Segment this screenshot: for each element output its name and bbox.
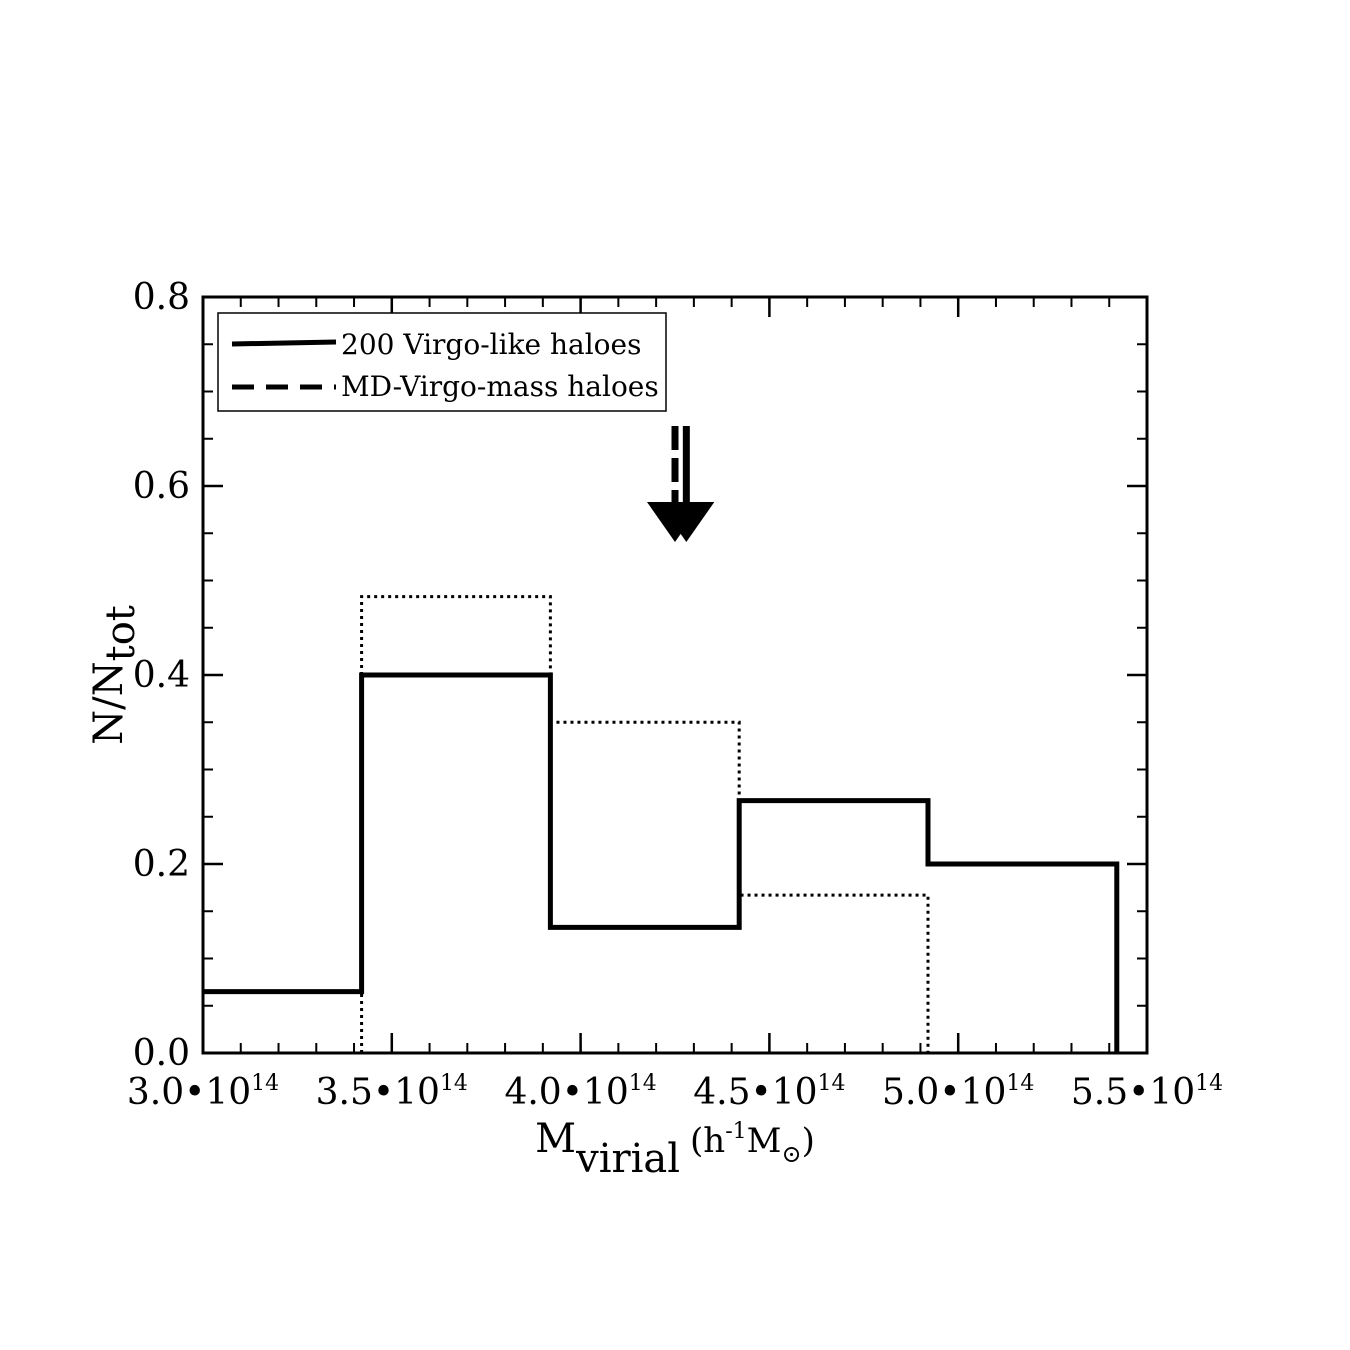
y-tick-label: 0.6 <box>133 466 190 507</box>
y-tick-label: 0.8 <box>133 277 190 318</box>
legend-swatch-solid <box>231 339 337 347</box>
x-tick-exponent: 14 <box>629 1071 657 1096</box>
x-tick-mantissa: 3.5•10 <box>316 1072 440 1113</box>
y-tick-label: 0.0 <box>133 1033 190 1074</box>
arrow-layer <box>647 426 715 542</box>
legend-label-0: 200 Virgo-like haloes <box>341 328 641 361</box>
x-tick-label: 5.5•1014 <box>1071 1071 1223 1113</box>
legend-box <box>217 312 667 412</box>
x-axis-title-main: M <box>535 1116 576 1162</box>
x-tick-mantissa: 4.0•10 <box>504 1072 628 1113</box>
x-tick-label: 3.0•1014 <box>127 1071 279 1113</box>
x-tick-mantissa: 5.0•10 <box>882 1072 1006 1113</box>
x-tick-mantissa: 3.0•10 <box>127 1072 251 1113</box>
y-axis-title: N/Ntot <box>86 605 144 745</box>
plot-frame <box>201 295 1149 1055</box>
x-axis-title-rest-end: ) <box>802 1121 815 1161</box>
series-solid-histogram <box>203 672 1120 1053</box>
y-axis-title-sub: tot <box>98 605 144 661</box>
x-tick-exponent: 14 <box>818 1071 846 1096</box>
x-tick-mantissa: 5.5•10 <box>1071 1072 1195 1113</box>
y-tick-labels: 0.0 0.2 0.4 0.6 0.8 <box>133 277 190 1074</box>
x-axis-title-rest2-sub: ⊙ <box>781 1140 801 1168</box>
x-axis-title: Mvirial (h-1M⊙) <box>535 1116 815 1182</box>
x-tick-label: 3.5•1014 <box>316 1071 468 1113</box>
x-tick-label: 4.5•1014 <box>693 1071 845 1113</box>
x-tick-labels: 3.0•1014 3.5•1014 4.0•1014 4.5•1014 5.0•1014… <box>127 1071 1223 1113</box>
y-tick-label: 0.4 <box>133 655 190 696</box>
x-tick-mantissa: 4.5•10 <box>693 1072 817 1113</box>
x-tick-exponent: 14 <box>1006 1071 1034 1096</box>
x-axis-title-rest-sup: -1 <box>725 1119 746 1144</box>
y-tick-label: 0.2 <box>133 844 190 885</box>
series-dotted-histogram <box>360 595 930 1053</box>
x-axis-title-sub: virial <box>575 1136 680 1182</box>
x-tick-label: 5.0•1014 <box>882 1071 1034 1113</box>
x-tick-exponent: 14 <box>440 1071 468 1096</box>
arrow-dashed-head <box>647 502 703 542</box>
x-tick-exponent: 14 <box>251 1071 279 1096</box>
x-tick-label: 4.0•1014 <box>504 1071 656 1113</box>
y-axis-title-main: N/N <box>86 661 132 744</box>
x-axis-title-rest: (h <box>690 1121 725 1161</box>
series-layer <box>203 595 1120 1053</box>
legend-label-1: MD-Virgo-mass haloes <box>341 370 659 403</box>
x-tick-exponent: 14 <box>1195 1071 1223 1096</box>
x-axis-title-rest2: M <box>747 1121 782 1161</box>
legend: 200 Virgo-like haloes MD-Virgo-mass halo… <box>217 312 667 412</box>
